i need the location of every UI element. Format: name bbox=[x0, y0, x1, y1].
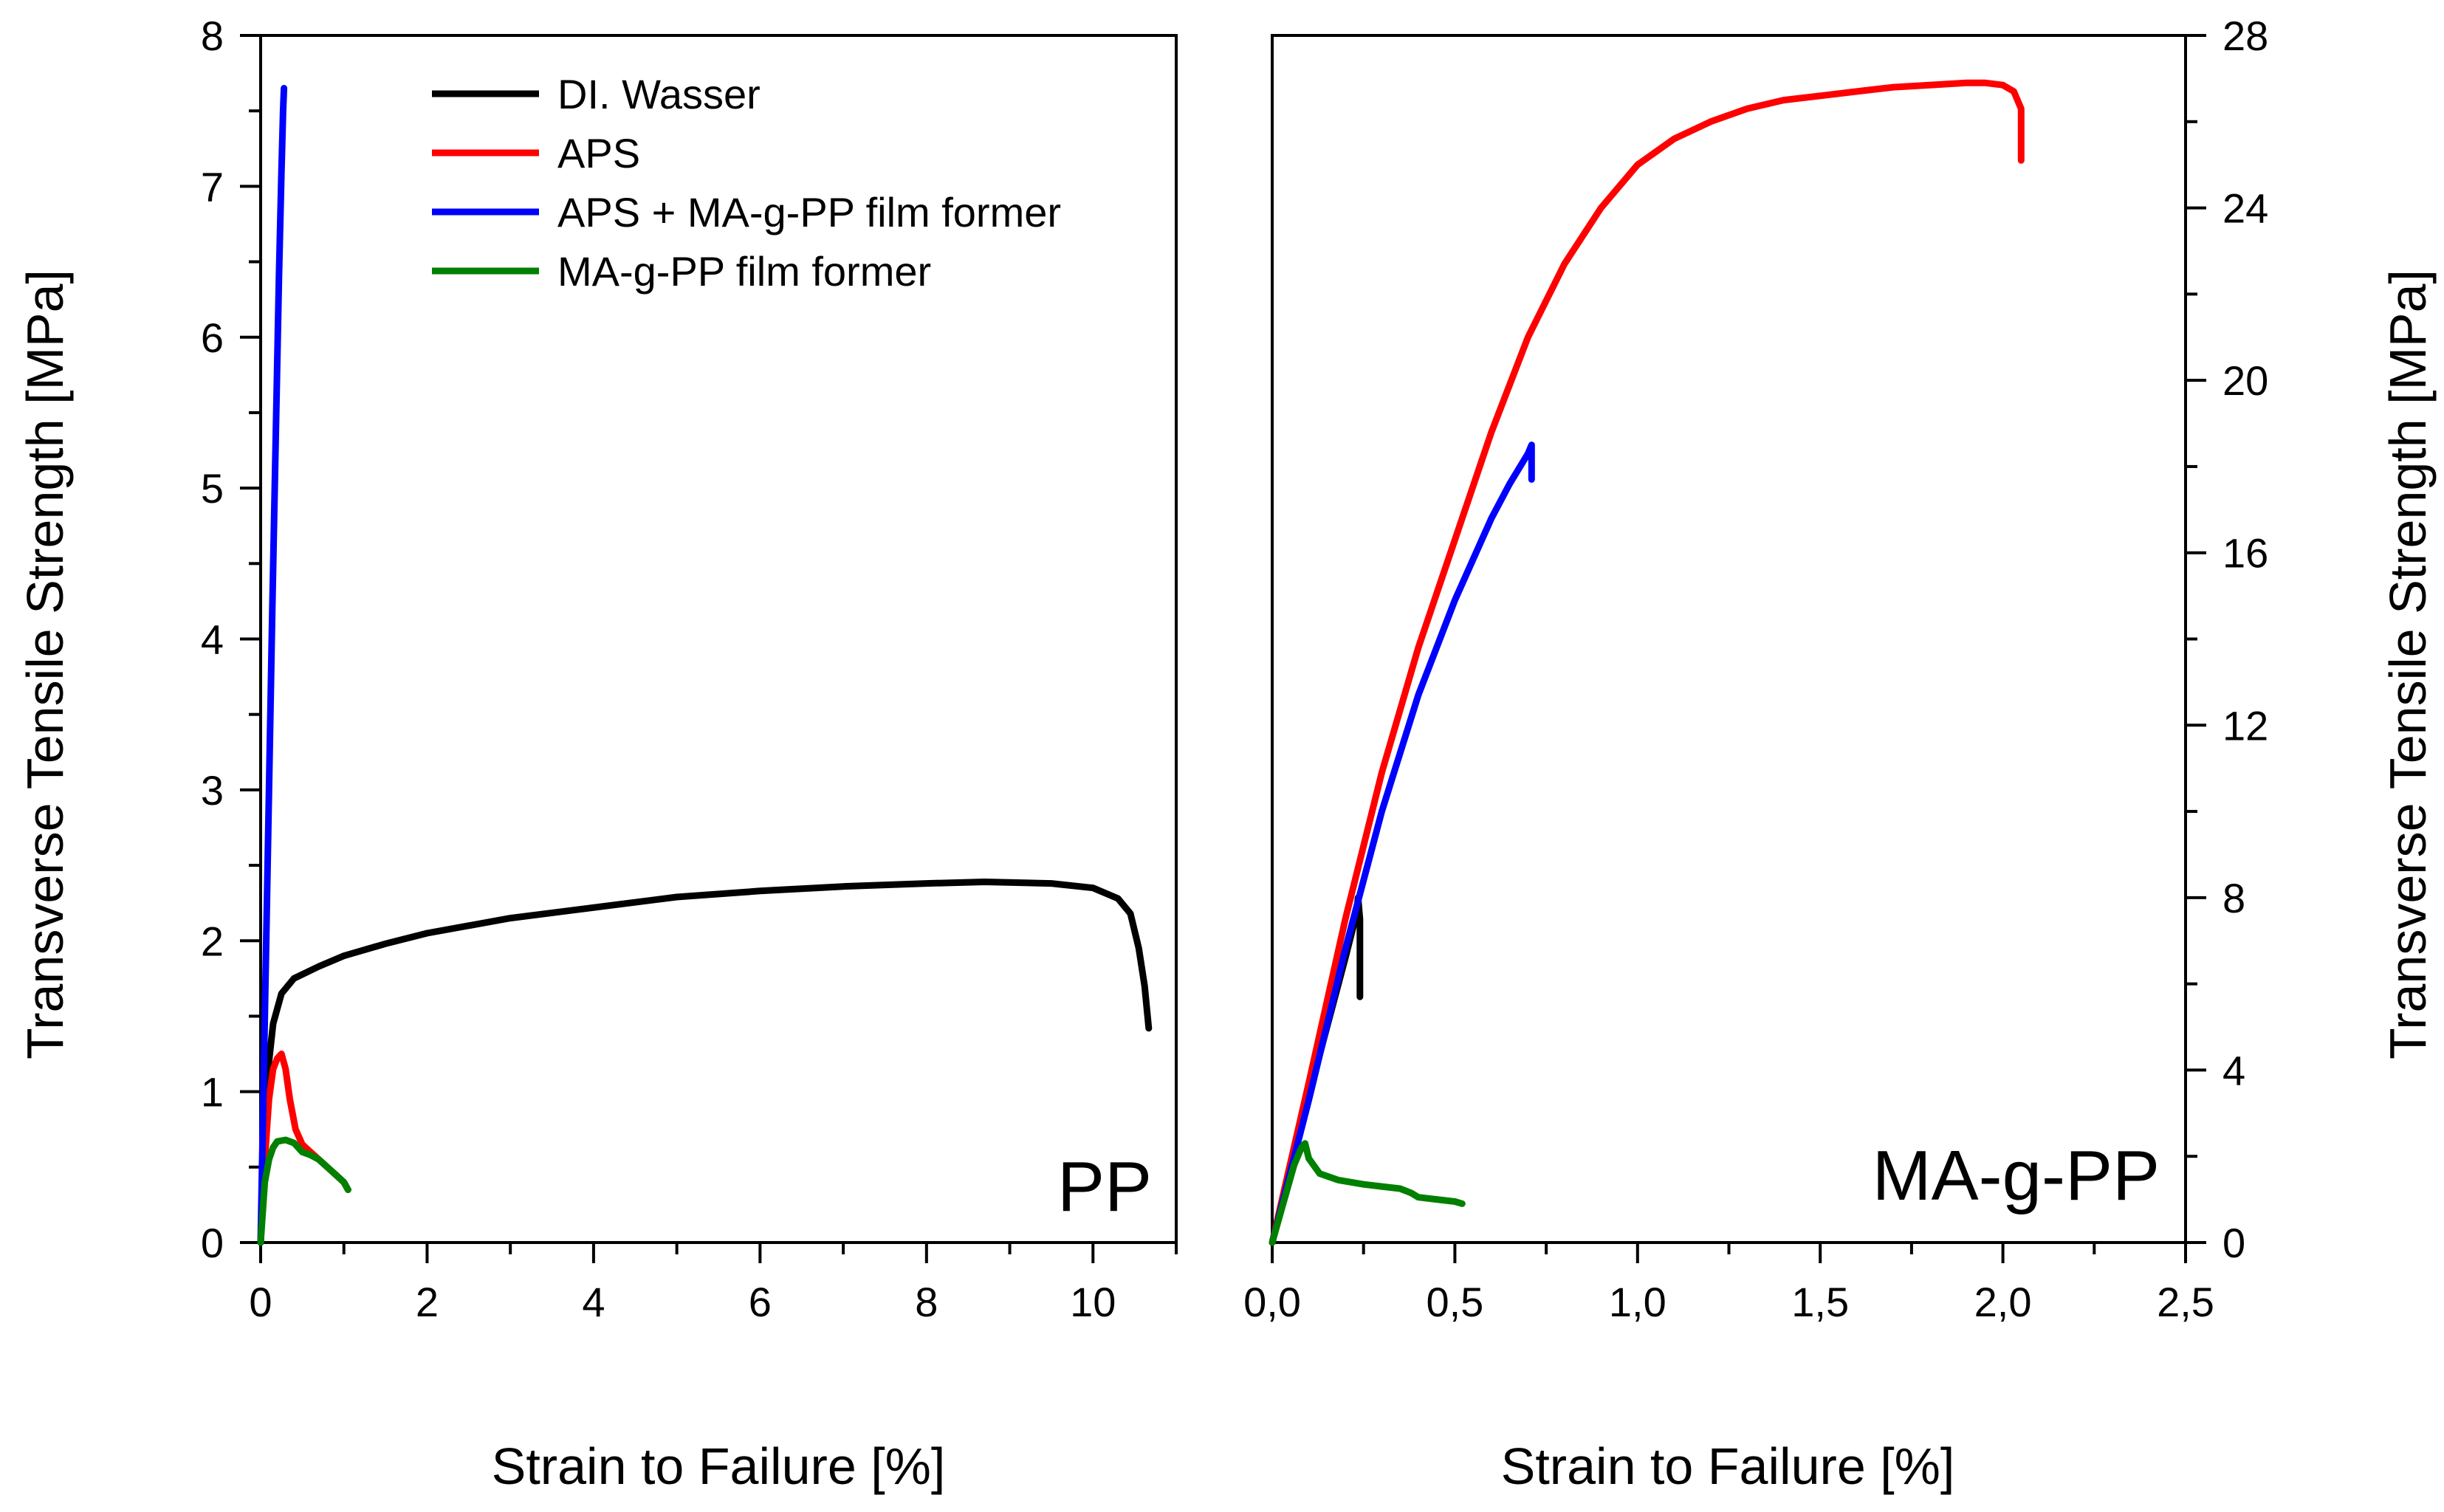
y-tick-label-ma-g-pp: 4 bbox=[2222, 1047, 2245, 1093]
y-tick-label-pp: 7 bbox=[201, 163, 224, 210]
x-tick-label-ma-g-pp: 0,5 bbox=[1426, 1279, 1483, 1325]
x-tick-label-pp: 10 bbox=[1070, 1279, 1116, 1325]
y-tick-label-pp: 6 bbox=[201, 315, 224, 361]
series-line-aps-ma-g-pp bbox=[1269, 79, 2025, 1246]
legend-label-aps-ma-g-pp-film-former: APS + MA-g-PP film former bbox=[557, 189, 1061, 236]
x-tick-label-ma-g-pp: 0,0 bbox=[1243, 1279, 1301, 1325]
y-tick-label-ma-g-pp: 20 bbox=[2222, 357, 2268, 404]
y-tick-label-pp: 0 bbox=[201, 1220, 224, 1266]
panel-label-ma-g-pp: MA-g-PP bbox=[1873, 1136, 2160, 1215]
x-axis-title-ma-g-pp: Strain to Failure [%] bbox=[1501, 1437, 1955, 1495]
panel-pp: 0 2 4 6 8 10 0 1 2 3 4 5 6 7 8 PP Strain to Failure [%… bbox=[16, 13, 1178, 1495]
series-line-aps-ma-g-pp-film-former-ma-g-pp bbox=[1269, 441, 1535, 1246]
series-group-pp bbox=[257, 85, 1153, 1246]
y-tick-label-ma-g-pp: 28 bbox=[2222, 13, 2268, 59]
series-line-di-wasser-pp bbox=[257, 879, 1153, 1246]
series-line-aps-ma-g-pp-film-former-pp bbox=[257, 85, 288, 1246]
x-axis-title-pp: Strain to Failure [%] bbox=[492, 1437, 946, 1495]
y-tick-label-pp: 8 bbox=[201, 13, 224, 59]
y-tick-label-pp: 3 bbox=[201, 767, 224, 814]
y-tick-label-ma-g-pp: 12 bbox=[2222, 702, 2268, 749]
axis-ticks-ma-g-pp: 0,0 0,5 1,0 1,5 2,0 2,50 4 8 12 16 20 24 28 bbox=[1243, 13, 2268, 1325]
y-tick-label-pp: 5 bbox=[201, 465, 224, 512]
plot-frame-ma-g-pp bbox=[1271, 34, 2187, 1244]
legend: DI. Wasser APS APS + MA-g-PP film former MA… bbox=[432, 71, 1061, 295]
y-tick-label-pp: 4 bbox=[201, 616, 224, 663]
series-line-ma-g-pp-film-former-pp bbox=[257, 1136, 351, 1246]
x-tick-label-ma-g-pp: 2,0 bbox=[1974, 1279, 2032, 1325]
x-tick-label-pp: 2 bbox=[416, 1279, 439, 1325]
legend-label-di-wasser: DI. Wasser bbox=[557, 71, 761, 117]
y-tick-label-ma-g-pp: 0 bbox=[2222, 1220, 2245, 1266]
x-tick-label-ma-g-pp: 2,5 bbox=[2157, 1279, 2214, 1325]
y-tick-label-ma-g-pp: 24 bbox=[2222, 185, 2268, 232]
legend-label-ma-g-pp-film-former: MA-g-PP film former bbox=[557, 248, 931, 295]
y-tick-label-ma-g-pp: 8 bbox=[2222, 875, 2245, 921]
x-tick-label-pp: 4 bbox=[582, 1279, 605, 1325]
x-tick-label-pp: 0 bbox=[249, 1279, 272, 1325]
y-tick-label-ma-g-pp: 16 bbox=[2222, 530, 2268, 577]
axis-ticks-pp: 0 2 4 6 8 10 0 1 2 3 4 5 6 7 8 bbox=[201, 13, 1178, 1325]
y-axis-title-ma-g-pp: Transverse Tensile Strength [MPa] bbox=[2379, 269, 2437, 1059]
x-tick-label-pp: 6 bbox=[749, 1279, 772, 1325]
y-axis-title-pp: Transverse Tensile Strength [MPa] bbox=[16, 269, 74, 1059]
y-tick-label-pp: 2 bbox=[201, 918, 224, 964]
x-tick-label-ma-g-pp: 1,5 bbox=[1791, 1279, 1849, 1325]
series-group-ma-g-pp bbox=[1269, 79, 2025, 1246]
x-tick-label-ma-g-pp: 1,0 bbox=[1609, 1279, 1666, 1325]
legend-label-aps: APS bbox=[557, 130, 640, 176]
panel-label-pp: PP bbox=[1057, 1147, 1152, 1226]
x-tick-label-pp: 8 bbox=[915, 1279, 938, 1325]
series-line-ma-g-pp-film-former-ma-g-pp bbox=[1269, 1140, 1466, 1246]
y-tick-label-pp: 1 bbox=[201, 1069, 224, 1116]
